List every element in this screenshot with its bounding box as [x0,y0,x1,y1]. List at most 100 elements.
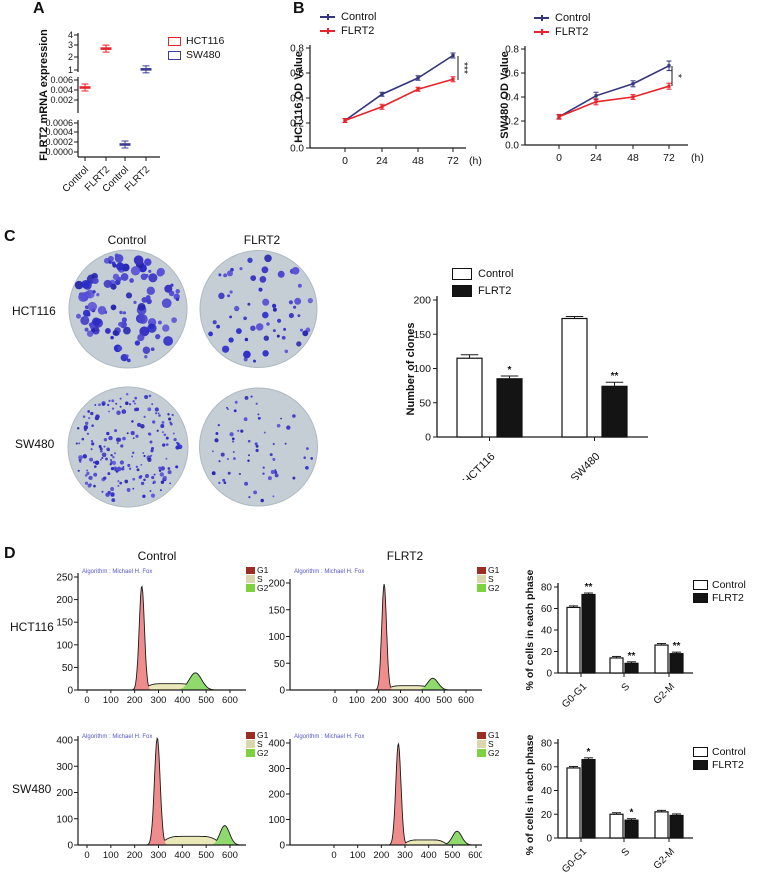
svg-text:0.0004: 0.0004 [45,127,73,137]
legend-item-flrt2: FLRT2 [320,25,376,37]
svg-text:500: 500 [444,850,460,861]
s-swatch-icon [246,740,255,748]
g1-swatch-icon [246,566,255,575]
panel-c-col-header-control: Control [107,233,147,247]
svg-text:50: 50 [62,663,74,674]
flrt2-legend-label: FLRT2 [341,25,375,37]
flrt2-line-swatch-icon [320,27,335,35]
svg-text:0.6: 0.6 [505,69,519,80]
legend-item-control: Control [534,12,590,24]
svg-text:100: 100 [413,363,431,375]
svg-text:60: 60 [541,762,553,773]
legend-item-control: Control [693,579,746,591]
control-box-swatch-icon [452,268,472,280]
svg-text:100: 100 [268,815,285,826]
svg-text:200: 200 [127,695,143,706]
svg-text:0: 0 [279,841,285,852]
legend-item-control: Control [693,746,746,758]
svg-text:60: 60 [541,604,553,615]
panel-c-label: C [4,228,16,245]
svg-text:HCT116: HCT116 [461,451,498,480]
svg-text:300: 300 [151,695,167,706]
svg-text:SW480: SW480 [569,451,603,480]
svg-text:0: 0 [84,850,89,861]
legend-item-control: Control [320,11,376,23]
svg-text:0.6: 0.6 [290,69,304,80]
sw480-cell-cycle-bar-chart: 0 20 40 60 80 * G0-G1 * S G2-M [541,739,693,875]
svg-text:0.0006: 0.0006 [45,118,73,128]
g1-label: G1 [488,565,500,575]
svg-text:20: 20 [541,810,553,821]
control-legend-label: Control [712,579,746,591]
svg-text:72: 72 [663,152,675,164]
hct116-swatch-icon [168,36,181,46]
svg-text:0: 0 [67,686,73,697]
g2-swatch-icon [246,584,255,592]
facs-histogram-sw480-flrt2: 0 100 200 300 400 0 100 200 300 400 500 600 Algorith… [268,734,482,861]
g1-label: G1 [488,730,500,740]
svg-text:200: 200 [373,850,389,861]
panel-c-col-header-flrt2: FLRT2 [243,233,281,247]
svg-text:100: 100 [349,695,365,706]
svg-text:150: 150 [413,329,431,341]
svg-text:0: 0 [556,152,562,164]
svg-text:0.002: 0.002 [50,95,73,105]
svg-text:0.004: 0.004 [50,85,73,95]
legend-item-flrt2: FLRT2 [693,592,746,604]
panel-c-row-label-hct116: HCT116 [12,304,56,318]
g2-swatch-icon [246,749,255,757]
svg-text:40: 40 [541,626,553,637]
panel-c-row-label-sw480: SW480 [15,437,55,451]
svg-text:***: *** [458,62,469,74]
svg-text:0: 0 [84,695,89,706]
control-box-swatch-icon [693,580,708,590]
svg-text:400: 400 [268,739,285,750]
g2-swatch-icon [477,749,486,757]
svg-text:500: 500 [198,695,214,706]
svg-text:100: 100 [56,814,73,825]
svg-text:100: 100 [56,640,73,651]
legend-item-control: Control [452,268,513,280]
svg-text:0.0002: 0.0002 [45,137,73,147]
control-legend-label: Control [478,268,514,280]
hct116-cell-cycle-bar-chart: 0 20 40 60 80 ** G0-G1 ** S ** G2-M [541,582,693,710]
svg-text:200: 200 [127,850,143,861]
svg-text:(h): (h) [691,152,704,164]
svg-text:0: 0 [546,834,552,845]
svg-text:0: 0 [332,695,337,706]
flrt2-line-swatch-icon [534,28,549,36]
svg-text:200: 200 [413,295,431,307]
svg-text:0.2: 0.2 [290,119,304,130]
svg-text:150: 150 [268,605,285,616]
sw480-swatch-icon [168,50,181,60]
flrt2-box-swatch-icon [452,285,472,297]
svg-text:*: * [672,74,683,78]
flrt2-legend-label: FLRT2 [712,759,744,771]
facs-histogram-hct116-control: 0 50 100 150 200 250 0 100 200 300 400 500 600 Algori… [56,569,246,706]
g2-label: G2 [257,582,269,593]
svg-text:Algorithm : Michael H. Fox: Algorithm : Michael H. Fox [82,569,152,575]
svg-text:200: 200 [56,595,73,606]
g1-swatch-icon [477,566,486,575]
s-swatch-icon [477,575,486,583]
panel-b1-legend: Control FLRT2 [320,11,376,39]
hist2-phase-legend: G1 S G2 [477,566,499,592]
svg-text:600: 600 [468,850,482,861]
s-label: S [488,738,494,749]
control-line-swatch-icon [320,13,335,21]
svg-text:600: 600 [222,850,238,861]
control-legend-label: Control [712,746,746,758]
svg-text:24: 24 [590,152,602,164]
s-label: S [257,573,263,584]
svg-text:0.0: 0.0 [290,144,304,155]
legend-item-flrt2: FLRT2 [534,26,590,38]
svg-text:400: 400 [174,850,190,861]
svg-text:0.006: 0.006 [50,75,73,85]
svg-text:Algorithm : Michael H. Fox: Algorithm : Michael H. Fox [294,734,364,740]
svg-text:**: ** [611,371,619,382]
g1-swatch-icon [246,731,255,740]
sw480-legend-label: SW480 [186,49,221,61]
hist3-phase-legend: G1 S G2 [246,731,268,757]
control-box-swatch-icon [693,747,708,757]
